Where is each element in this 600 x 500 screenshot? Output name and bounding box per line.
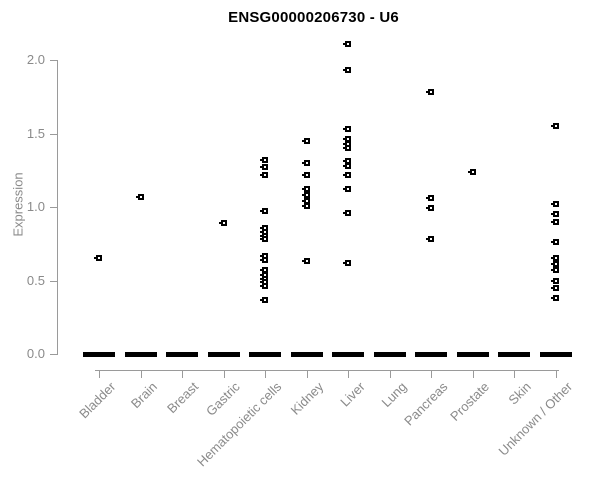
data-point-marker — [426, 236, 434, 243]
x-tick-mark — [306, 371, 308, 378]
data-point-marker — [301, 192, 310, 199]
y-tick-label: 2.0 — [26, 52, 45, 67]
data-point-marker — [426, 195, 434, 202]
x-tick-label: Skin — [505, 379, 534, 408]
data-point-marker — [343, 171, 351, 178]
y-tick-label: 1.0 — [26, 199, 45, 214]
x-tick-label: Unknown / Other — [495, 379, 576, 459]
data-point-marker — [301, 137, 310, 144]
y-tick-mark — [50, 60, 57, 61]
y-tick-label: 0.0 — [26, 346, 45, 361]
data-point-marker — [94, 255, 102, 262]
x-tick-mark — [555, 371, 557, 378]
zero-expression-dash — [498, 352, 530, 357]
zero-expression-dash — [249, 352, 281, 357]
data-point-marker — [467, 168, 476, 175]
data-point-marker — [218, 220, 227, 227]
x-tick-label: Kidney — [287, 379, 327, 418]
y-tick-label: 1.5 — [26, 125, 45, 141]
x-tick-label: Prostate — [447, 379, 493, 424]
data-point-marker — [550, 255, 559, 262]
data-point-marker — [343, 162, 351, 169]
x-axis-line — [95, 370, 559, 371]
data-point-marker — [550, 201, 559, 208]
data-point-marker — [550, 295, 559, 302]
data-point-marker — [550, 211, 559, 218]
y-tick-mark — [50, 280, 57, 282]
data-point-marker — [260, 171, 268, 178]
data-point-marker — [550, 284, 559, 291]
data-point-marker — [260, 164, 268, 171]
x-tick-mark — [431, 371, 432, 378]
data-point-marker — [260, 208, 268, 215]
zero-expression-dash — [373, 352, 406, 357]
data-point-marker — [550, 218, 559, 225]
x-tick-label: Gastric — [203, 379, 244, 419]
zero-expression-dash — [83, 352, 115, 357]
data-point-marker — [260, 156, 268, 163]
x-tick-label: Breast — [164, 379, 202, 417]
data-point-marker — [343, 67, 351, 74]
data-point-marker — [301, 202, 310, 209]
x-tick-label: Pancreas — [401, 379, 451, 429]
zero-expression-dash — [332, 352, 364, 357]
zero-expression-dash — [124, 352, 157, 357]
data-point-marker — [260, 236, 268, 243]
data-point-marker — [550, 261, 559, 268]
data-point-marker — [343, 126, 351, 133]
zero-expression-dash — [207, 352, 240, 357]
x-tick-mark — [265, 371, 266, 378]
x-tick-mark — [514, 371, 515, 378]
zero-expression-dash — [539, 352, 572, 357]
y-tick-mark — [50, 207, 57, 208]
zero-expression-dash — [456, 352, 489, 357]
zero-expression-dash — [290, 352, 323, 357]
data-point-marker — [426, 89, 434, 96]
data-point-marker — [550, 267, 559, 274]
y-axis-line — [57, 60, 58, 355]
data-point-marker — [343, 40, 351, 47]
data-point-marker — [301, 258, 310, 265]
x-tick-mark — [182, 371, 183, 378]
x-tick-label: Liver — [337, 379, 368, 410]
zero-expression-dash — [415, 352, 447, 357]
x-tick-mark — [99, 371, 100, 378]
data-point-marker — [550, 277, 559, 284]
y-tick-mark — [50, 133, 57, 135]
data-point-marker — [550, 239, 559, 246]
x-tick-mark — [140, 371, 142, 378]
data-point-marker — [135, 193, 144, 200]
x-tick-mark — [223, 371, 225, 378]
x-tick-label: Brain — [128, 379, 161, 412]
x-tick-mark — [348, 371, 349, 378]
data-point-marker — [343, 186, 351, 193]
data-point-marker — [301, 171, 310, 178]
x-tick-label: Bladder — [76, 379, 119, 422]
x-tick-mark — [472, 371, 474, 378]
data-point-marker — [343, 209, 351, 216]
x-tick-label: Lung — [378, 379, 410, 411]
data-point-marker — [260, 256, 268, 263]
zero-expression-dash — [166, 352, 198, 357]
data-point-marker — [426, 205, 434, 212]
data-point-marker — [301, 159, 310, 166]
data-point-marker — [301, 186, 310, 193]
data-point-marker — [260, 296, 268, 303]
data-point-marker — [260, 283, 268, 290]
y-tick-label: 0.5 — [26, 272, 45, 288]
x-tick-mark — [389, 371, 391, 378]
data-point-marker — [550, 123, 559, 130]
data-point-marker — [343, 145, 351, 152]
data-point-marker — [343, 259, 351, 266]
y-tick-mark — [50, 354, 57, 355]
chart-title: ENSG00000206730 - U6 — [228, 9, 399, 26]
